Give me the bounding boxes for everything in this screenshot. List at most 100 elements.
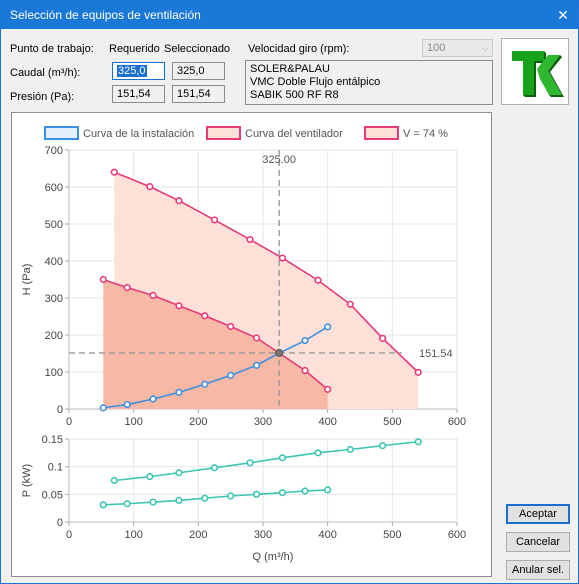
fan-curve-74-point — [210, 216, 219, 224]
installation-curve-line — [103, 326, 329, 409]
installation-curve-point — [227, 371, 235, 379]
power-curve-74-point — [175, 469, 183, 477]
flow-required-input[interactable]: 325,0 — [112, 62, 165, 80]
chart-panel: Curva de la instalación Curva del ventila… — [11, 112, 492, 577]
fan-curve-74-point — [146, 183, 154, 191]
required-header: Requerido — [109, 43, 160, 55]
installation-curve-point — [324, 323, 332, 331]
info-reference: SABIK 500 RF R8 — [250, 89, 339, 101]
speed-select[interactable]: 100 ⌵ — [422, 39, 493, 57]
legend-swatch — [44, 126, 79, 140]
fan-curve-point — [227, 322, 235, 331]
fan-curve-point — [201, 312, 209, 320]
power-curve-74-point — [278, 454, 287, 462]
power-y-tick-label: 0.05 — [42, 489, 63, 501]
pressure-x-tick-label: 400 — [318, 416, 336, 428]
pressure-y-tick-label: 400 — [45, 256, 63, 268]
fan-info-box: SOLER&PALAU VMC Doble Flujo entálpico SA… — [245, 60, 493, 105]
power-x-tick-label: 500 — [383, 529, 401, 541]
pressure-y-tick-label: 0 — [57, 404, 63, 416]
power-curve-line — [103, 489, 328, 506]
chart-canvas: Curva de la instalación Curva del ventila… — [21, 126, 466, 563]
pressure-label: Presión (Pa): — [10, 91, 75, 103]
fan-curve-74-point — [379, 334, 387, 342]
pressure-x-tick-label: 600 — [448, 416, 466, 428]
legend-swatch — [364, 126, 399, 140]
pressure-y-tick-label: 600 — [45, 182, 63, 194]
power-curve-point — [123, 500, 131, 508]
fan-curve-74-point — [110, 168, 118, 176]
power-curve-point — [252, 490, 261, 498]
fan-curve-point — [99, 275, 107, 284]
power-curve-point — [201, 494, 209, 502]
power-curve-point — [227, 492, 235, 500]
power-x-tick-label: 0 — [66, 529, 72, 541]
installation-curve-point — [175, 388, 183, 396]
power-curve-74-point — [379, 442, 387, 450]
crosshair-y-label: 151.54 — [419, 348, 453, 360]
power-curve-point — [175, 496, 183, 505]
power-curve-point — [149, 498, 157, 506]
fan-curve-74-point — [246, 235, 254, 244]
pressure-y-tick-label: 100 — [45, 367, 63, 379]
fan-curve-74-point — [414, 368, 422, 376]
cancel-selection-button[interactable]: Anular sel. — [506, 560, 570, 580]
power-axis-title: P (kW) — [21, 464, 33, 497]
legend-label: Curva de la instalación — [83, 128, 194, 140]
accept-button[interactable]: Aceptar — [506, 504, 570, 524]
pressure-axis-title: H (Pa) — [21, 264, 33, 296]
power-x-tick-label: 200 — [189, 529, 207, 541]
power-y-tick-label: 0 — [57, 517, 63, 529]
speed-value: 100 — [427, 42, 446, 54]
installation-curve-point — [149, 395, 157, 403]
fan-curve-point — [149, 291, 157, 300]
fan-curve-74-point — [314, 276, 322, 284]
pressure-x-tick-label: 0 — [66, 416, 72, 428]
fan-curve-point — [123, 284, 131, 292]
installation-curve-point — [301, 336, 309, 345]
power-x-tick-label: 400 — [318, 529, 336, 541]
power-y-tick-label: 0.1 — [48, 462, 63, 474]
pressure-selected-field: 151,54 — [172, 85, 225, 103]
power-curve-74-point — [246, 459, 254, 467]
tk-logo-icon — [501, 38, 569, 105]
fan-curve-line — [103, 278, 329, 391]
cancel-button[interactable]: Cancelar — [506, 532, 570, 552]
fan-area-nominal — [103, 279, 328, 409]
power-curve-74-point — [146, 473, 154, 481]
pressure-x-tick-label: 200 — [189, 416, 207, 428]
installation-curve-point — [201, 380, 209, 388]
pressure-required-field: 151,54 — [112, 85, 165, 103]
power-x-tick-label: 100 — [124, 529, 142, 541]
installation-curve-point — [99, 404, 107, 412]
work-point-label: Punto de trabajo: — [10, 43, 94, 55]
fan-curve-point — [252, 334, 261, 342]
chevron-down-icon: ⌵ — [482, 43, 489, 53]
fan-curve-74-point — [175, 197, 183, 205]
legend-swatch — [206, 126, 241, 140]
fan-curve-74-line — [113, 171, 419, 373]
legend-label: Curva del ventilador — [245, 128, 343, 140]
info-model: VMC Doble Flujo entálpico — [250, 76, 381, 88]
fan-curve-point — [324, 385, 332, 393]
pressure-x-tick-label: 300 — [254, 416, 272, 428]
installation-curve-point — [123, 400, 131, 409]
work-point-marker — [275, 348, 284, 357]
selected-header: Seleccionado — [164, 43, 231, 55]
pressure-x-tick-label: 100 — [124, 416, 142, 428]
close-icon[interactable]: ✕ — [557, 7, 569, 23]
info-manufacturer: SOLER&PALAU — [250, 63, 330, 75]
flow-required-value: 325,0 — [117, 65, 147, 77]
speed-label: Velocidad giro (rpm): — [248, 43, 350, 55]
pressure-y-tick-label: 500 — [45, 219, 63, 231]
pressure-y-tick-label: 200 — [45, 330, 63, 342]
power-curve-74-line — [114, 440, 419, 482]
legend-label: V = 74 % — [403, 128, 448, 140]
power-curve-point — [99, 501, 107, 509]
power-curve-point — [301, 487, 309, 495]
fan-curve-74-point — [278, 254, 287, 262]
fan-curve-point — [175, 302, 183, 310]
crosshair-x-label: 325.00 — [262, 154, 296, 166]
flow-selected-field: 325,0 — [172, 62, 225, 80]
